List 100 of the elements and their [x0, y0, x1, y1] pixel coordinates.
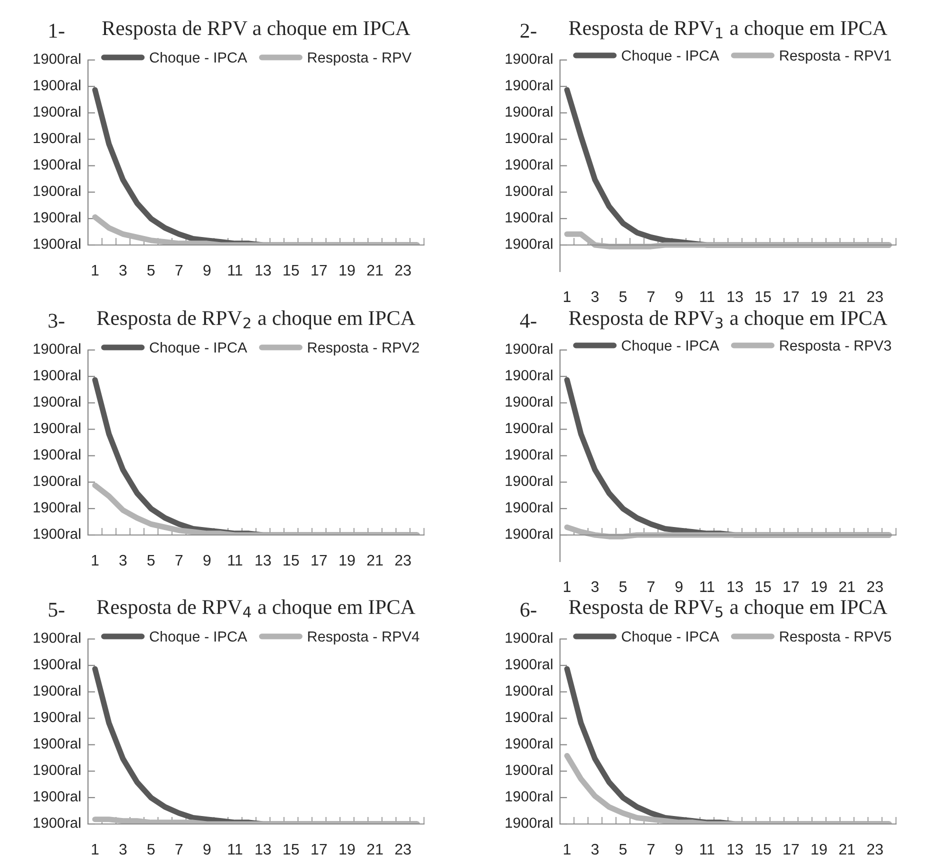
- text: 1900ral: [506, 658, 552, 670]
- x-tick-label: 9: [675, 844, 683, 855]
- x-tick-label: 7: [648, 581, 654, 592]
- legend-label: Choque - IPCA: [150, 52, 248, 66]
- legend-label: Resposta - RPV3: [780, 340, 892, 354]
- x-tick-label: 7: [648, 844, 654, 855]
- legend-label: Resposta - RPV2: [308, 342, 419, 356]
- x-tick-label: 15: [756, 844, 771, 855]
- text: 1900ral: [506, 738, 552, 749]
- text: 4-: [520, 314, 536, 328]
- text: 2-: [520, 24, 536, 38]
- text: 1900ral: [506, 790, 552, 802]
- x-tick-label: 13: [256, 554, 271, 566]
- x-tick-label: 11: [700, 291, 714, 302]
- x-tick-label: 21: [839, 581, 855, 592]
- text: 1900ral: [506, 528, 552, 539]
- x-tick-label: 13: [256, 844, 271, 855]
- legend-label: Choque - IPCA: [150, 630, 248, 645]
- text: 6-: [520, 602, 536, 617]
- chart-title: Resposta de RPV a choque em IPCA: [102, 20, 410, 40]
- text: 1900ral: [34, 475, 80, 486]
- x-tick-label: 11: [228, 555, 242, 566]
- x-tick-label: 9: [203, 554, 211, 566]
- x-tick-label: 19: [340, 844, 355, 855]
- legend-label: Choque - IPCA: [622, 630, 720, 645]
- x-tick-label: 5: [147, 844, 155, 855]
- text: 1900ral: [34, 632, 80, 643]
- legend-label: Choque - IPCA: [622, 50, 720, 64]
- text: 1900ral: [506, 212, 552, 222]
- text: 1900ral: [34, 685, 80, 696]
- chart-title: Resposta de RPV$_{2}$ a choque em IPCA: [97, 310, 416, 330]
- x-tick-label: 15: [756, 581, 771, 592]
- text: 1900ral: [34, 343, 80, 354]
- x-tick-label: 23: [867, 844, 883, 855]
- text: 1900ral: [34, 238, 80, 249]
- text: 1900ral: [34, 80, 80, 90]
- x-tick-label: 13: [256, 264, 271, 276]
- x-tick-label: 1: [564, 581, 571, 592]
- x-tick-label: 7: [176, 844, 182, 855]
- text: 1900ral: [34, 790, 80, 802]
- x-tick-label: 1: [92, 844, 99, 855]
- x-tick-label: 17: [784, 291, 799, 302]
- x-tick-label: 15: [284, 844, 299, 855]
- text: 1900ral: [506, 422, 552, 434]
- text: 1-: [50, 24, 64, 38]
- legend-label: Resposta - RPV: [308, 52, 412, 66]
- text: 1900ral: [506, 475, 552, 486]
- x-tick-label: 9: [203, 264, 211, 276]
- x-tick-label: 19: [340, 264, 355, 276]
- x-tick-label: 17: [784, 844, 799, 855]
- x-tick-label: 7: [176, 555, 182, 566]
- x-tick-label: 11: [228, 265, 242, 276]
- x-tick-label: 11: [700, 581, 714, 592]
- x-tick-label: 23: [395, 554, 411, 566]
- x-tick-label: 11: [228, 844, 242, 855]
- chart-title: Resposta de RPV$_{3}$ a choque em IPCA: [569, 310, 888, 330]
- x-tick-label: 17: [312, 555, 327, 566]
- x-tick-label: 3: [119, 264, 127, 276]
- legend-label: Choque - IPCA: [622, 340, 720, 354]
- x-tick-label: 3: [119, 554, 127, 566]
- x-tick-label: 5: [147, 555, 155, 566]
- x-tick-label: 21: [367, 844, 383, 855]
- chart-title: Resposta de RPV$_{1}$ a choque em IPCA: [569, 20, 888, 40]
- x-tick-label: 19: [812, 844, 827, 855]
- text: 1900ral: [34, 711, 80, 722]
- x-tick-label: 1: [564, 844, 571, 855]
- text: 1900ral: [506, 132, 552, 144]
- x-tick-label: 21: [367, 264, 383, 276]
- x-tick-label: 13: [728, 844, 743, 855]
- text: 1900ral: [34, 738, 80, 749]
- text: 1900ral: [506, 185, 552, 196]
- text: 1900ral: [34, 132, 80, 144]
- text: 1900ral: [34, 502, 80, 512]
- x-tick-label: 21: [367, 554, 383, 566]
- text: 1900ral: [506, 685, 552, 696]
- x-tick-label: 3: [119, 844, 127, 855]
- x-tick-label: 15: [284, 265, 299, 276]
- legend-label: Choque - IPCA: [150, 342, 248, 356]
- x-tick-label: 9: [203, 844, 211, 855]
- text: 1900ral: [506, 370, 552, 380]
- text: 1900ral: [506, 502, 552, 512]
- x-tick-label: 9: [675, 291, 683, 302]
- x-tick-label: 13: [728, 291, 743, 302]
- x-tick-label: 3: [591, 844, 599, 855]
- x-tick-label: 5: [619, 291, 627, 302]
- x-tick-label: 23: [395, 844, 411, 855]
- x-tick-label: 15: [284, 555, 299, 566]
- text: 1900ral: [34, 370, 80, 380]
- legend-label: Resposta - RPV5: [780, 631, 892, 645]
- text: 1900ral: [506, 80, 552, 90]
- text: 1900ral: [34, 658, 80, 670]
- x-tick-label: 23: [867, 291, 883, 302]
- x-tick-label: 7: [648, 291, 654, 302]
- x-tick-label: 19: [812, 291, 827, 302]
- text: 1900ral: [34, 528, 80, 539]
- text: 3-: [48, 314, 64, 328]
- text: 1900ral: [34, 185, 80, 196]
- text: 1900ral: [506, 53, 552, 64]
- x-tick-label: 17: [312, 844, 327, 855]
- x-tick-label: 5: [147, 265, 155, 276]
